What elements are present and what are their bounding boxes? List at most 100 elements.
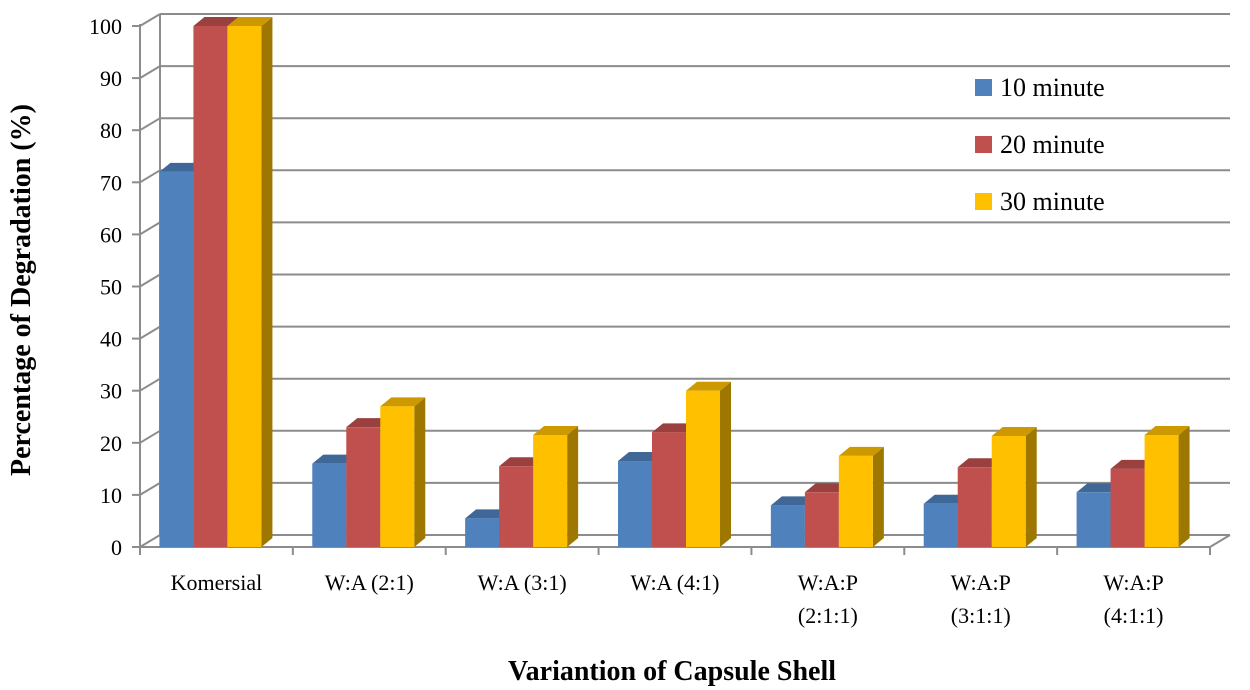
legend-swatch: [975, 136, 992, 153]
grid-depth-line: [139, 482, 161, 496]
x-axis-title: Variantion of Capsule Shell: [508, 656, 836, 687]
bar-front: [159, 171, 194, 547]
grid-depth-line: [139, 65, 161, 79]
bar-front: [991, 436, 1026, 547]
bar-front: [804, 492, 839, 547]
bar-top: [465, 509, 511, 519]
bar-top: [770, 496, 816, 506]
grid-depth-line: [139, 429, 161, 444]
bar-top: [380, 397, 426, 407]
bar-front: [652, 432, 686, 547]
bar-front: [770, 505, 805, 547]
bar-top: [686, 381, 731, 391]
y-tick-label: 100: [89, 14, 122, 39]
x-category-label: W:A:P: [951, 570, 1011, 595]
x-category-label: (2:1:1): [798, 603, 858, 628]
y-axis-title: Percentage of Degradation (%): [6, 104, 37, 476]
bar-top: [652, 423, 697, 433]
bar-front: [957, 467, 992, 547]
legend-label: 30 minute: [1000, 187, 1105, 216]
bar: [838, 446, 884, 547]
bar-side: [872, 446, 884, 547]
bar-front: [193, 26, 228, 547]
bar-top: [957, 458, 1003, 468]
bar: [1144, 425, 1190, 547]
grid-depth-line: [139, 117, 161, 132]
bar-top: [193, 17, 239, 26]
bar: [380, 397, 426, 547]
bar-side: [414, 397, 426, 547]
bar-top: [923, 494, 969, 504]
bar-top: [312, 454, 358, 464]
bar-top: [346, 418, 392, 428]
bar-side: [1178, 425, 1190, 547]
bar-front: [1076, 492, 1111, 547]
bar-front: [1144, 434, 1179, 547]
bar-front: [618, 461, 652, 547]
grid-depth-line: [139, 325, 161, 340]
bar-top: [533, 425, 579, 435]
bar-top: [499, 457, 545, 467]
y-tick-label: 20: [100, 431, 122, 456]
bar-front: [312, 463, 347, 547]
bar-front: [465, 518, 500, 547]
y-tick-label: 50: [100, 275, 122, 300]
x-category-labels: Komersial W:A (2:1) W:A (3:1) W:A (4:1) W:A:…: [171, 570, 1164, 628]
legend-swatch: [975, 79, 992, 96]
grid-depth-line: [139, 169, 161, 184]
x-category-label: W:A:P: [798, 570, 858, 595]
bar-top: [618, 452, 663, 462]
bar-top: [227, 17, 273, 26]
bar: [533, 425, 579, 547]
grid-depth-line: [139, 273, 161, 288]
bar-front: [227, 26, 262, 547]
bar-top: [838, 446, 884, 456]
bar-top: [1076, 483, 1122, 493]
bar-front: [380, 406, 415, 547]
bar-top: [991, 427, 1037, 437]
bar-front: [1110, 468, 1145, 547]
x-category-label: W:A (2:1): [325, 570, 414, 595]
x-category-label: Komersial: [171, 570, 263, 595]
y-tick-label: 70: [100, 170, 122, 195]
bar-front: [923, 503, 958, 547]
y-tick-label: 90: [100, 66, 122, 91]
legend-label: 20 minute: [1000, 130, 1105, 159]
bar-top: [804, 483, 850, 493]
y-tick-label: 60: [100, 222, 122, 247]
floor-edge: [1209, 534, 1231, 548]
y-tick-label: 0: [111, 535, 122, 560]
bar-top: [1144, 425, 1190, 435]
y-tick-label: 40: [100, 327, 122, 352]
bar-side: [567, 425, 579, 547]
y-tick-label: 30: [100, 379, 122, 404]
y-tick-labels: 0 10 20 30 40 50 60 70 80 90 100: [89, 14, 122, 560]
x-category-label: W:A (4:1): [631, 570, 720, 595]
y-tick-label: 10: [100, 483, 122, 508]
bar: [227, 17, 273, 547]
bar-top: [1110, 459, 1156, 469]
bar-front: [499, 466, 534, 547]
y-tick-label: 80: [100, 118, 122, 143]
bar-top: [159, 162, 205, 172]
bar-side: [261, 17, 273, 547]
x-category-label: W:A:P: [1103, 570, 1163, 595]
bar: [991, 427, 1037, 547]
grid-depth-line: [139, 221, 161, 236]
grid-depth-line: [139, 377, 161, 392]
legend: 10 minute 20 minute 30 minute: [975, 73, 1105, 216]
bar-front: [346, 427, 381, 547]
bar-side: [720, 381, 731, 547]
x-category-label: W:A (3:1): [478, 570, 567, 595]
legend-swatch: [975, 193, 992, 210]
x-category-label: (4:1:1): [1104, 603, 1164, 628]
bar-front: [533, 434, 568, 547]
x-category-label: (3:1:1): [951, 603, 1011, 628]
bars: [159, 17, 1190, 547]
grid-depth-line: [139, 534, 161, 548]
bar-side: [1025, 427, 1037, 547]
bar-front: [838, 455, 873, 547]
legend-label: 10 minute: [1000, 73, 1105, 102]
bar-front: [686, 390, 720, 547]
